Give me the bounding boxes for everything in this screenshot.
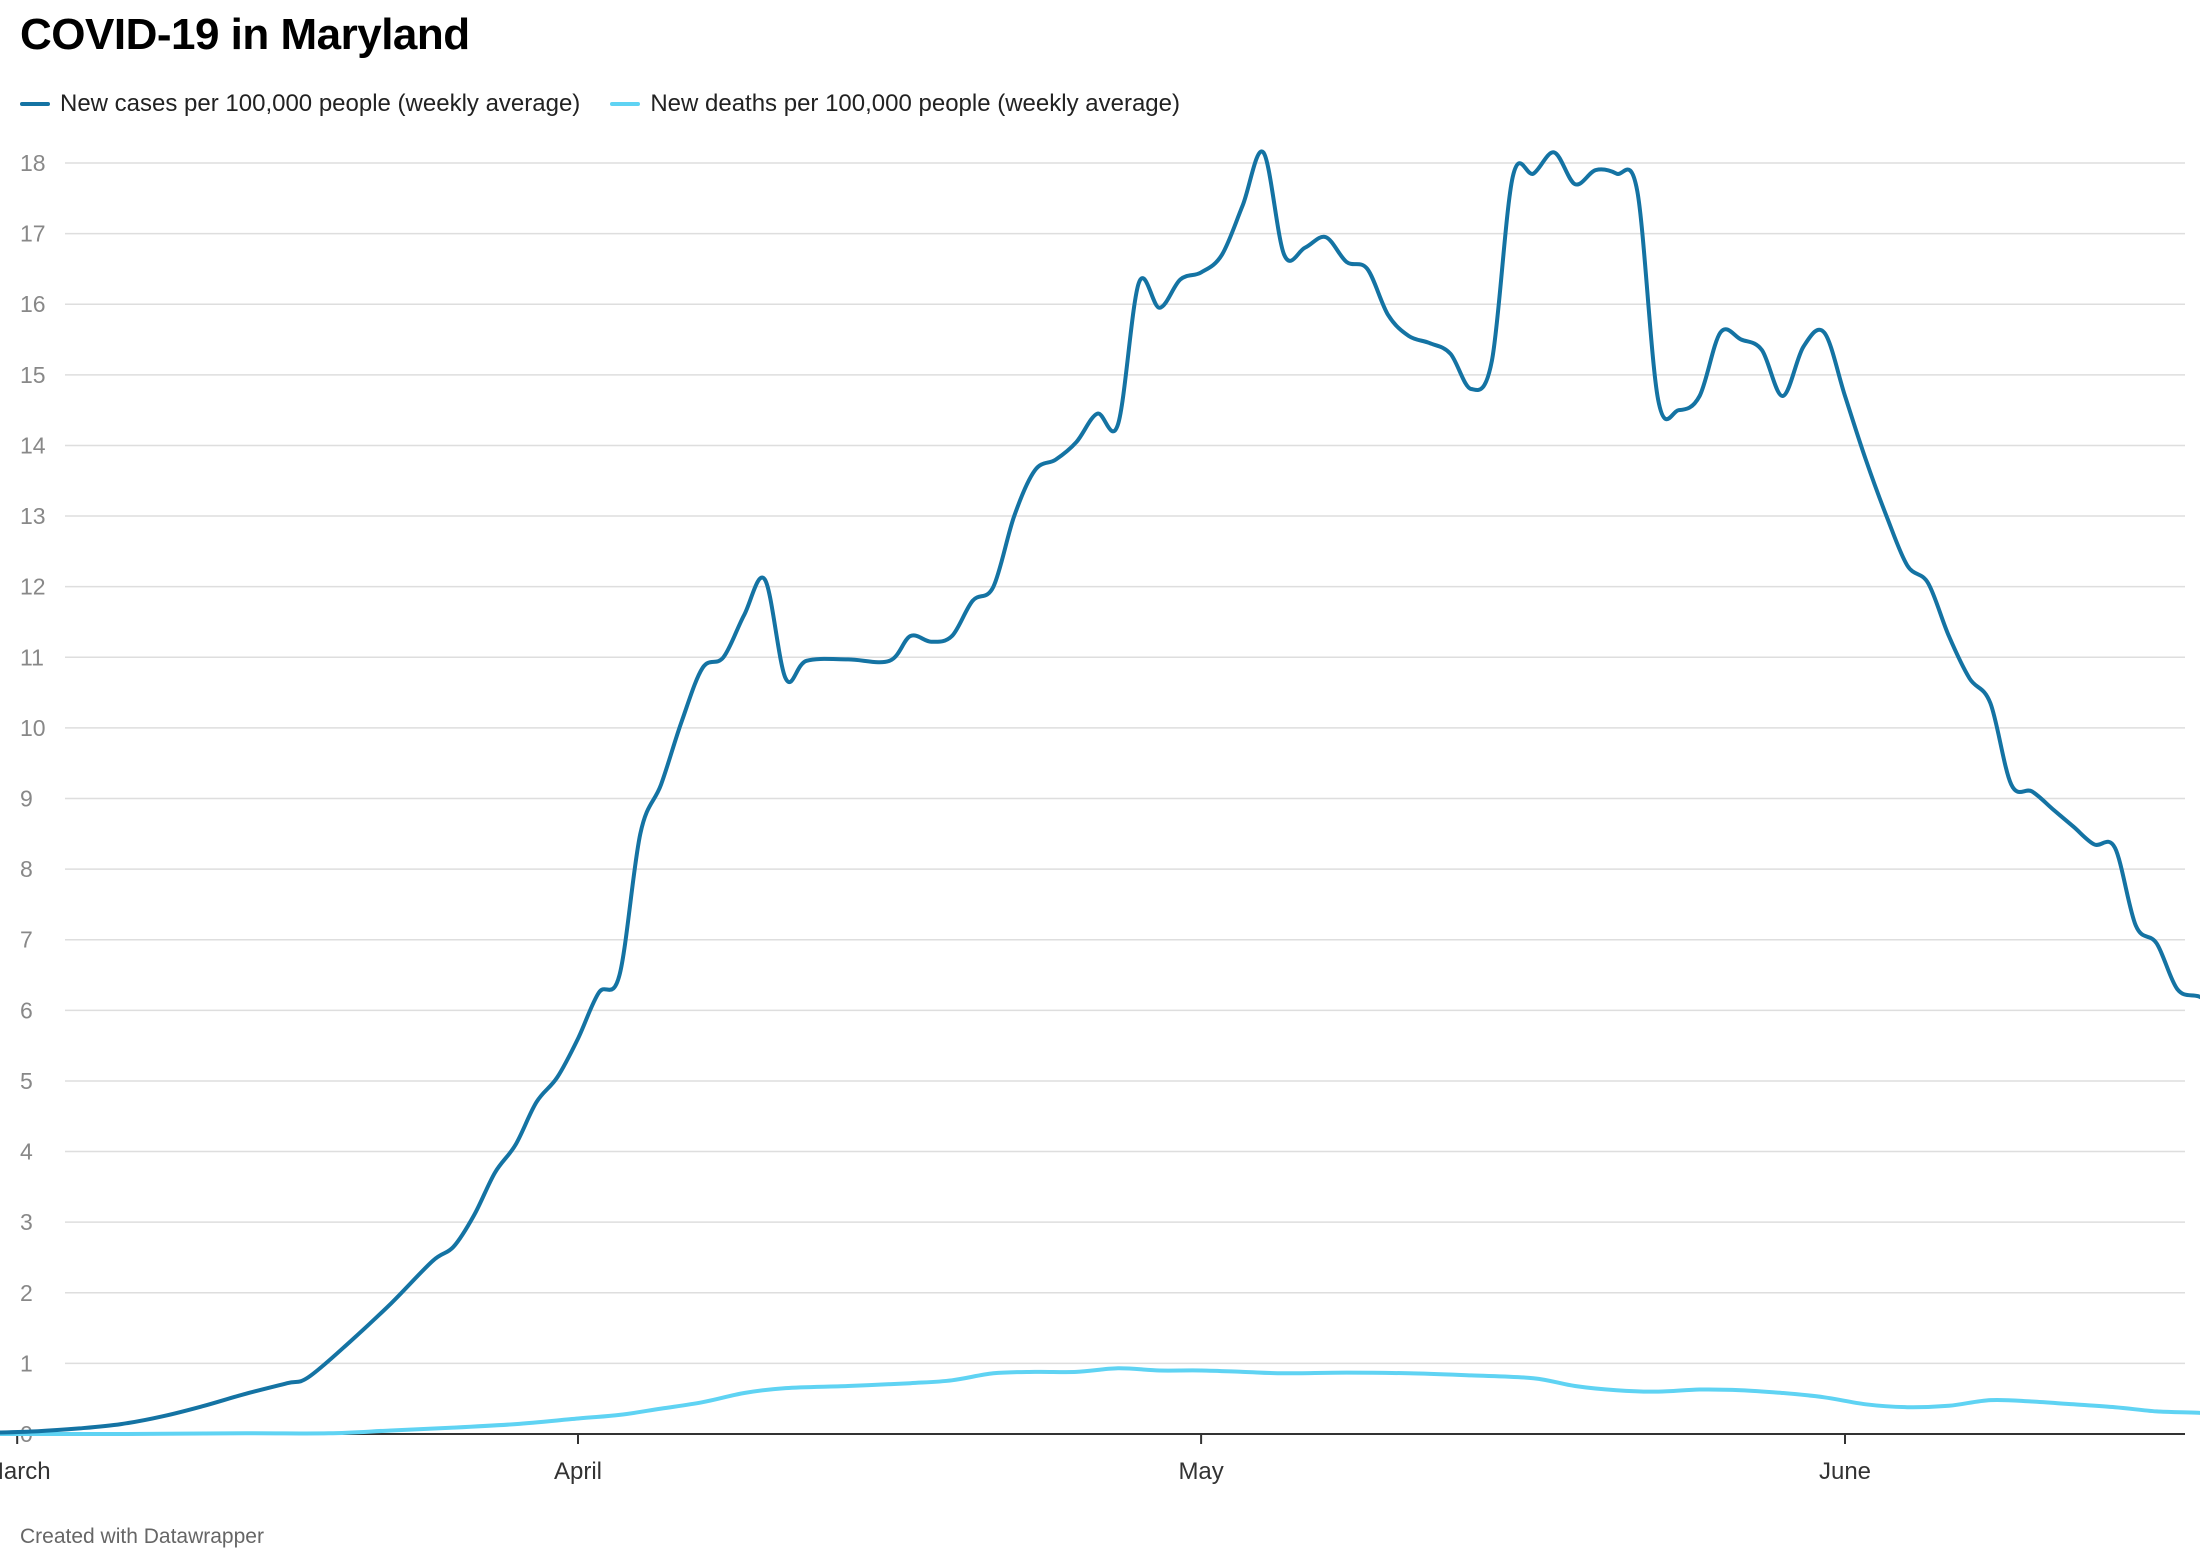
y-tick-label-18: 18 <box>20 150 46 176</box>
series-line-deaths <box>0 1366 2200 1437</box>
x-tick-label-april: April <box>554 1458 602 1485</box>
y-tick-label-7: 7 <box>20 927 33 953</box>
chart-title: COVID-19 in Maryland <box>20 10 470 59</box>
y-tick-label-17: 17 <box>20 221 46 247</box>
series-line-cases <box>0 149 2200 1435</box>
y-tick-label-13: 13 <box>20 503 46 529</box>
y-tick-label-12: 12 <box>20 574 46 600</box>
grid <box>65 162 2185 1435</box>
y-tick-label-2: 2 <box>20 1280 33 1306</box>
x-tick-label-march: March <box>0 1458 51 1485</box>
y-tick-label-6: 6 <box>20 997 33 1023</box>
y-tick-label-15: 15 <box>20 362 46 388</box>
x-axis: March April May June <box>0 1434 1871 1485</box>
y-tick-label-10: 10 <box>20 715 46 741</box>
y-tick-label-16: 16 <box>20 291 46 317</box>
y-tick-label-1: 1 <box>20 1350 33 1376</box>
legend-item-deaths: New deaths per 100,000 people (weekly av… <box>610 90 1180 118</box>
legend-item-cases: New cases per 100,000 people (weekly ave… <box>20 90 580 118</box>
x-tick-label-may: May <box>1178 1458 1223 1485</box>
y-tick-label-11: 11 <box>20 644 44 670</box>
legend-swatch-cases <box>20 102 50 106</box>
legend-label-cases: New cases per 100,000 people (weekly ave… <box>60 90 581 117</box>
legend-swatch-deaths <box>610 102 641 106</box>
y-tick-label-3: 3 <box>20 1209 33 1235</box>
y-tick-label-8: 8 <box>20 856 33 882</box>
series-lines <box>0 149 2200 1437</box>
footer-credit: Created with Datawrapper <box>20 1525 264 1548</box>
y-tick-label-9: 9 <box>20 786 33 812</box>
x-tick-label-june: June <box>1819 1458 1871 1485</box>
y-tick-label-4: 4 <box>20 1139 33 1165</box>
y-tick-label-14: 14 <box>20 432 46 458</box>
legend-label-deaths: New deaths per 100,000 people (weekly av… <box>650 90 1180 117</box>
y-tick-label-5: 5 <box>20 1068 33 1094</box>
legend: New cases per 100,000 people (weekly ave… <box>20 90 1180 118</box>
